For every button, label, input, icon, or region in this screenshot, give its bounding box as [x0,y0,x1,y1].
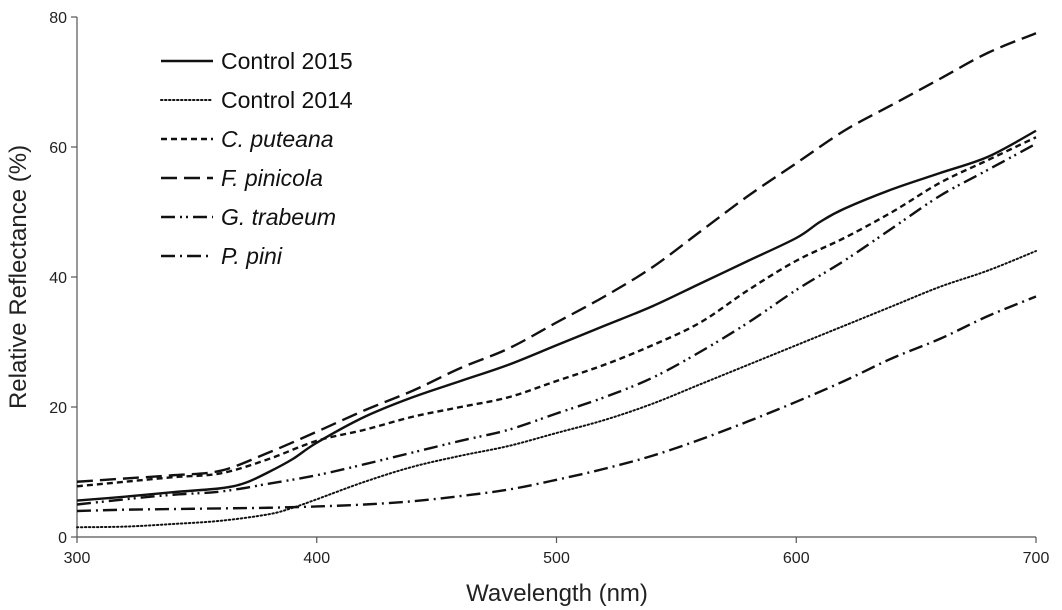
y-tick-label: 40 [49,270,67,287]
series-line-f-pinicola [76,32,1037,483]
y-tick-label: 20 [49,400,67,417]
legend-label: Control 2015 [221,48,353,74]
series-lines [76,32,1037,529]
x-tick-label: 500 [543,550,570,567]
legend-label: Control 2014 [221,87,353,113]
series-line-p-pini [76,295,1037,513]
y-tick-label: 80 [49,10,67,27]
legend-label: F. pinicola [221,165,323,191]
x-tick-label: 600 [783,550,810,567]
y-tick-label: 60 [49,140,67,157]
y-tick-label: 0 [58,530,67,547]
legend-label: G. trabeum [221,204,336,230]
x-tick-label: 300 [64,550,91,567]
y-axis-title: Relative Reflectance (%) [5,145,32,409]
axes: 0 20 40 60 80 300 400 500 600 700 [49,10,1049,567]
series-line-control-2015 [76,129,1037,502]
x-axis-title: Wavelength (nm) [466,580,648,607]
series-line-g-trabeum [76,142,1037,506]
legend: Control 2015 Control 2014 C. puteana F. pin… [160,48,353,269]
x-tick-label: 400 [303,550,330,567]
series-line-control-2014 [76,250,1037,529]
legend-label: C. puteana [221,126,334,152]
x-tick-label: 700 [1023,550,1050,567]
series-line-c-puteana [76,136,1037,488]
legend-label: P. pini [221,243,283,269]
